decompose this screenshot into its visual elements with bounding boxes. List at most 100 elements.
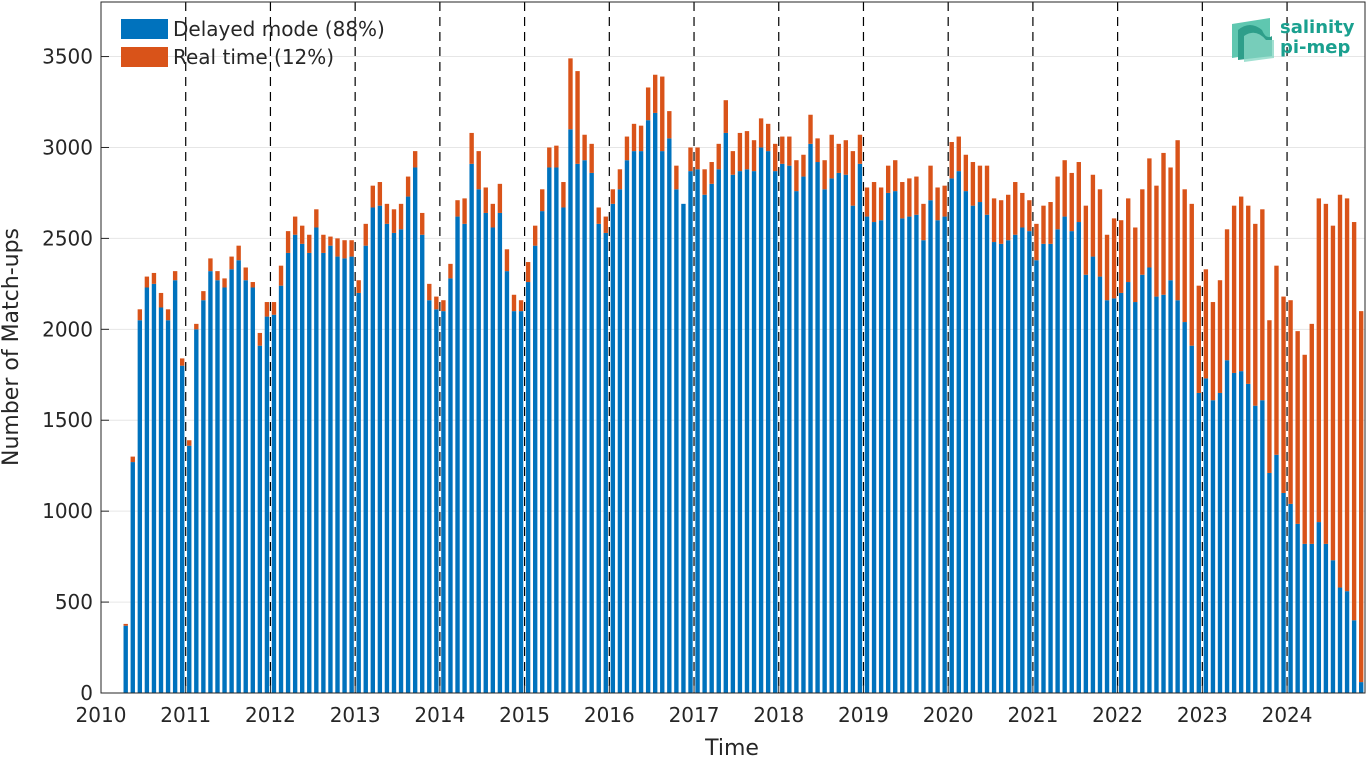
- bar-realtime-57: [525, 262, 531, 283]
- bar-delayed-34: [363, 245, 368, 693]
- bar-delayed-138: [1097, 276, 1103, 693]
- bar-realtime-158: [1238, 196, 1244, 372]
- bar-delayed-135: [1076, 222, 1081, 694]
- bar-realtime-118: [956, 136, 961, 172]
- bar-delayed-114: [928, 200, 933, 694]
- legend-swatch-realtime: [121, 47, 168, 67]
- bar-realtime-114: [928, 165, 933, 201]
- bar-delayed-158: [1238, 371, 1244, 693]
- bar-realtime-15: [229, 256, 234, 270]
- bar-delayed-76: [660, 151, 665, 693]
- bar-delayed-35: [370, 207, 375, 694]
- bar-delayed-122: [984, 214, 990, 694]
- bar-delayed-44: [434, 309, 439, 693]
- bar-delayed-83: [709, 183, 714, 693]
- bar-delayed-82: [702, 194, 707, 693]
- bar-realtime-166: [1295, 331, 1300, 524]
- x-tick-label-2020: 2020: [923, 703, 974, 727]
- bar-realtime-126: [1013, 182, 1018, 235]
- bar-realtime-159: [1246, 205, 1251, 384]
- bar-delayed-10: [194, 329, 199, 693]
- bar-realtime-33: [356, 280, 361, 293]
- bar-realtime-29: [328, 236, 333, 246]
- plot-area-frame: [100, 1, 1366, 694]
- bar-realtime-104: [857, 134, 863, 164]
- bar-realtime-43: [427, 283, 432, 301]
- bar-delayed-117: [949, 178, 954, 693]
- legend-swatch-delayed: [121, 19, 168, 39]
- bar-delayed-139: [1104, 300, 1110, 693]
- bar-realtime-69: [610, 189, 616, 204]
- y-axis-title: Number of Match-ups: [0, 228, 24, 466]
- bar-realtime-132: [1055, 176, 1060, 230]
- bar-realtime-136: [1083, 205, 1089, 275]
- bar-realtime-31: [342, 240, 347, 259]
- bar-delayed-150: [1182, 322, 1187, 693]
- bar-delayed-55: [511, 311, 517, 693]
- x-tick-label-2024: 2024: [1262, 703, 1313, 727]
- bar-delayed-157: [1231, 372, 1237, 693]
- bar-delayed-130: [1041, 243, 1046, 693]
- bar-realtime-101: [836, 143, 841, 173]
- bar-delayed-54: [504, 271, 510, 693]
- bar-realtime-53: [497, 183, 503, 213]
- bar-delayed-100: [829, 178, 834, 693]
- bar-delayed-14: [222, 287, 227, 693]
- x-tick-label-2014: 2014: [414, 703, 465, 727]
- bar-realtime-13: [215, 271, 220, 281]
- bar-realtime-162: [1267, 320, 1272, 473]
- bar-delayed-137: [1090, 256, 1096, 693]
- bar-delayed-38: [391, 232, 397, 694]
- bar-realtime-143: [1133, 227, 1138, 303]
- bar-delayed-77: [667, 138, 672, 693]
- bar-delayed-28: [321, 252, 326, 693]
- logo-text-salinity: salinity: [1280, 17, 1355, 38]
- bar-delayed-166: [1295, 523, 1300, 693]
- bar-realtime-93: [780, 136, 785, 164]
- bar-delayed-159: [1246, 383, 1251, 693]
- bar-delayed-98: [815, 162, 820, 693]
- bar-delayed-165: [1288, 503, 1293, 693]
- bar-realtime-35: [370, 185, 375, 208]
- bar-realtime-130: [1041, 205, 1046, 244]
- y-tick-label-1000: 1000: [42, 499, 93, 523]
- y-tick-label-3500: 3500: [42, 45, 93, 69]
- bar-realtime-59: [540, 189, 545, 212]
- legend-label-realtime: Real time (12%): [173, 45, 334, 69]
- y-tick-label-2500: 2500: [42, 226, 93, 250]
- x-tick-label-2010: 2010: [76, 703, 127, 727]
- bar-delayed-142: [1126, 282, 1131, 693]
- bar-realtime-110: [900, 182, 905, 219]
- bar-delayed-81: [695, 169, 700, 693]
- bar-realtime-105: [864, 187, 870, 217]
- bar-realtime-86: [730, 151, 736, 175]
- y-tick-label-3000: 3000: [42, 135, 93, 159]
- bar-realtime-111: [907, 178, 912, 217]
- bar-realtime-30: [335, 238, 340, 257]
- bar-realtime-77: [667, 111, 672, 139]
- bar-delayed-112: [914, 214, 919, 694]
- y-tick-label-500: 500: [55, 590, 93, 614]
- bar-delayed-133: [1062, 216, 1067, 694]
- y-tick-label-1500: 1500: [42, 408, 93, 432]
- bar-delayed-67: [596, 223, 601, 694]
- bar-delayed-147: [1161, 294, 1166, 693]
- bar-delayed-96: [801, 176, 806, 693]
- bar-realtime-106: [871, 182, 877, 223]
- bar-realtime-141: [1118, 220, 1124, 293]
- bar-realtime-23: [285, 231, 291, 253]
- bar-realtime-54: [504, 249, 510, 272]
- bars: [123, 58, 1364, 694]
- bar-delayed-152: [1196, 392, 1201, 693]
- bar-delayed-167: [1302, 543, 1307, 693]
- bar-delayed-52: [490, 227, 496, 694]
- bar-delayed-31: [342, 258, 347, 693]
- bar-realtime-65: [582, 134, 587, 161]
- bar-delayed-73: [638, 151, 644, 693]
- bar-realtime-96: [801, 154, 806, 177]
- bar-delayed-105: [864, 216, 870, 694]
- bar-delayed-32: [349, 256, 354, 693]
- bar-realtime-26: [307, 234, 312, 253]
- bar-delayed-89: [751, 171, 757, 693]
